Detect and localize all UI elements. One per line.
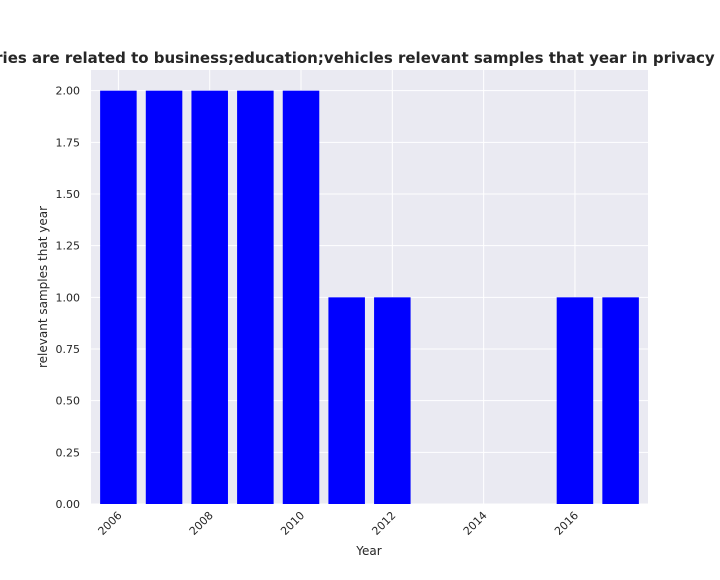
bar-2007 [145,90,183,505]
y-tick-label: 1.25 [56,240,81,253]
y-tick-label: 1.50 [56,188,81,201]
y-tick-label: 1.00 [56,291,81,304]
bar-2011 [328,297,365,504]
bar-2009 [237,90,274,505]
x-tick-label: 2010 [278,509,307,538]
x-axis-label: Year [355,544,381,558]
bars [100,90,639,505]
y-tick-labels: 0.00 0.25 0.50 0.75 1.00 1.25 1.50 1.75 2.00 [56,85,81,511]
x-tick-label: 2006 [96,509,125,538]
x-tick-label: 2016 [552,509,581,538]
y-tick-label: 0.50 [56,395,81,408]
bar-2016 [556,297,594,504]
x-tick-label: 2014 [461,509,490,538]
bar-2012 [374,297,411,504]
x-tick-label: 2008 [187,509,216,538]
y-tick-label: 2.00 [56,85,81,98]
bar-2010 [282,90,320,505]
y-tick-label: 0.25 [56,446,81,459]
bar-2008 [191,90,228,505]
y-axis-label: relevant samples that year [36,206,50,368]
bar-2017 [602,297,639,504]
y-tick-label: 0.75 [56,343,81,356]
bar-2006 [100,90,137,505]
chart-title: Categories are related to business;educa… [0,49,720,67]
y-tick-label: 0.00 [56,498,81,511]
x-tick-label: 2012 [369,509,398,538]
y-tick-label: 1.75 [56,136,81,149]
x-tick-labels: 2006 2008 2010 2012 2014 2016 [96,509,582,538]
